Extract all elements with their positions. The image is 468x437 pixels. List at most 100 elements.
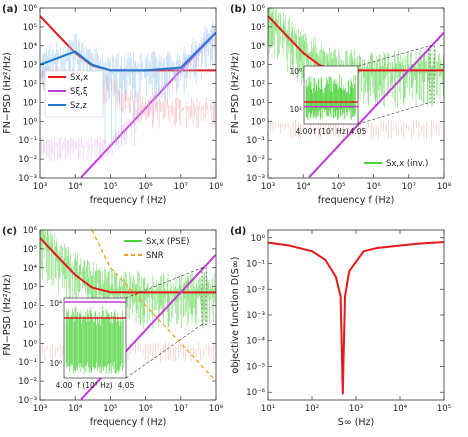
series-line	[91, 230, 216, 382]
y-axis-label: objective function D(S∞)	[230, 257, 241, 374]
x-tick-label: 10³	[33, 182, 47, 192]
y-tick-label: 10⁴	[23, 264, 38, 274]
inset-x-label: f (10⁷ Hz)	[313, 127, 348, 136]
x-tick-label: 10⁴	[68, 404, 83, 414]
y-tick-label: 10⁻³	[246, 174, 265, 184]
y-tick-label: 10⁻¹	[246, 136, 265, 146]
legend-label: Sx,x (inv.)	[386, 159, 428, 169]
x-tick-label: 10⁸	[209, 404, 224, 414]
y-tick-label: 10⁶	[251, 4, 266, 14]
x-tick-label: 10²	[305, 404, 319, 414]
legend-label: Sx,x (PSE)	[146, 237, 189, 247]
legend-box	[44, 70, 104, 118]
y-axis-label: FN−PSD (Hz²/Hz)	[230, 52, 241, 133]
inset-noise	[65, 306, 124, 374]
y-tick-label: 10⁴	[23, 42, 38, 52]
inset-x-tick-label: 4.05	[350, 127, 367, 136]
y-tick-label: 10⁻¹	[18, 358, 37, 368]
panel-label: (d)	[230, 226, 246, 237]
x-tick-label: 10⁴	[68, 182, 83, 192]
legend-label: Sx,x	[70, 73, 88, 83]
legend-label: Sξ,ξ	[70, 87, 88, 97]
y-tick-label: 10⁻¹	[18, 136, 37, 146]
x-axis-label: frequency f (Hz)	[318, 195, 395, 206]
plot-frame	[267, 229, 445, 401]
plot-area	[40, 15, 216, 178]
series-line	[308, 31, 444, 178]
x-tick-label: 10⁷	[402, 182, 417, 192]
y-tick-label: 10⁰	[251, 117, 266, 127]
zoom-connector	[357, 45, 431, 67]
inset-x-tick-label: 4.00	[296, 127, 313, 136]
x-tick-label: 10⁵	[437, 404, 451, 414]
x-tick-label: 10³	[33, 404, 47, 414]
y-tick-label: 10⁻³	[18, 174, 37, 184]
y-tick-label: 10⁰	[23, 117, 38, 127]
y-tick-label: 10⁵	[251, 23, 265, 33]
plot-frame	[267, 7, 445, 179]
panel-label: (a)	[2, 4, 18, 15]
y-tick-label: 10¹	[23, 320, 37, 330]
y-tick-label: 10³	[23, 61, 37, 71]
zoom-connector	[357, 102, 431, 125]
x-axis-label: frequency f (Hz)	[90, 195, 167, 206]
panel-b: 10³ 10⁴ 10⁵ 10⁶ 10⁷ 10⁸ 10⁻³ 10⁻² 10⁻¹ 10⁰ 10¹ 10² 1…	[230, 4, 452, 206]
panel-label: (b)	[230, 4, 246, 15]
x-tick-label: 10⁴	[393, 404, 408, 414]
y-tick-label: 10⁻⁵	[246, 362, 265, 372]
inset-y-tick-label: 10⁴	[49, 299, 62, 308]
x-tick-label: 10⁴	[296, 182, 311, 192]
legend-label: SNR	[146, 251, 164, 261]
y-axis-label: FN−PSD (Hz²/Hz)	[2, 52, 13, 133]
x-tick-label: 10³	[349, 404, 363, 414]
plot-frame	[39, 7, 217, 179]
y-tick-label: 10⁻⁶	[246, 388, 265, 398]
y-tick-label: 10³	[251, 61, 265, 71]
x-tick-label: 10¹	[261, 404, 275, 414]
panel-a: 10³ 10⁴ 10⁵ 10⁶ 10⁷ 10⁸ 10⁻³ 10⁻² 10⁻¹ 10⁰ 10¹ 10² 1…	[2, 4, 224, 206]
panel-c: 10³ 10⁴ 10⁵ 10⁶ 10⁷ 10⁸ 10⁻³ 10⁻² 10⁻¹ 10⁰ 10¹ 10² 1…	[2, 226, 224, 428]
y-tick-label: 10⁻⁴	[246, 337, 265, 347]
x-tick-label: 10³	[261, 182, 275, 192]
y-tick-label: 10⁻²	[246, 285, 265, 295]
series-line	[40, 31, 216, 72]
legend-label: Sz,z	[70, 101, 88, 111]
y-tick-label: 10²	[251, 80, 265, 90]
inset-x-label: f (10⁷ Hz)	[77, 381, 112, 390]
plot-area	[268, 241, 444, 395]
y-axis-label: FN−PSD (Hz²/Hz)	[2, 274, 13, 355]
y-tick-label: 10¹	[23, 98, 37, 108]
inset-x-tick-label: 4.05	[118, 381, 135, 390]
y-tick-label: 10³	[23, 283, 37, 293]
y-tick-label: 10⁻¹	[246, 260, 265, 270]
x-tick-label: 10⁷	[174, 182, 189, 192]
y-tick-label: 10²	[23, 80, 37, 90]
series-line	[40, 237, 216, 294]
y-tick-label: 10⁶	[23, 226, 38, 236]
inset-y-tick-label: 10²	[289, 105, 302, 114]
y-tick-label: 10⁻³	[18, 396, 37, 406]
zoom-connector	[125, 267, 203, 299]
x-tick-label: 10⁶	[366, 182, 381, 192]
panel-d: 10¹ 10² 10³ 10⁴ 10⁵ 10⁻⁶ 10⁻⁵ 10⁻⁴ 10⁻³ 10⁻² 10⁻¹ 1…	[230, 226, 451, 428]
y-tick-label: 10⁵	[23, 23, 37, 33]
x-tick-label: 10⁸	[437, 182, 452, 192]
panel-label: (c)	[2, 226, 17, 237]
x-tick-label: 10⁵	[103, 404, 117, 414]
inset-y-tick-label: 10⁶	[289, 67, 302, 76]
zoom-box	[429, 45, 435, 103]
series-line	[268, 241, 444, 395]
y-tick-label: 10⁴	[251, 42, 266, 52]
zoom-connector	[125, 324, 203, 379]
x-tick-label: 10⁶	[138, 404, 153, 414]
x-axis-label: S∞ (Hz)	[338, 417, 375, 428]
series-noise	[268, 119, 442, 141]
x-tick-label: 10⁶	[138, 182, 153, 192]
x-tick-label: 10⁵	[331, 182, 345, 192]
y-tick-label: 10⁰	[251, 234, 266, 244]
y-tick-label: 10¹	[251, 98, 265, 108]
y-tick-label: 10⁰	[23, 339, 38, 349]
y-tick-label: 10⁻²	[18, 377, 37, 387]
y-tick-label: 10⁵	[23, 245, 37, 255]
